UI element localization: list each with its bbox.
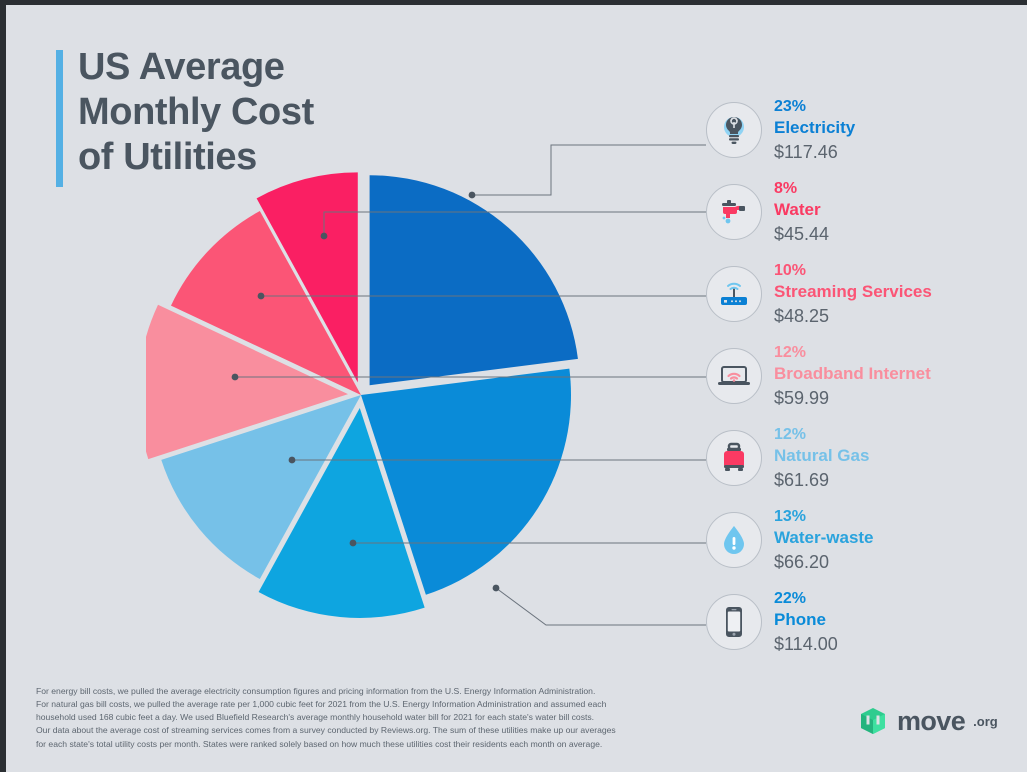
legend-label: Water	[774, 200, 821, 220]
legend-item-water[interactable]: 8% Water $45.44	[706, 180, 1021, 264]
infographic-poster: US Average Monthly Cost of Utilities	[6, 5, 1027, 772]
legend-text-natural-gas: 12% Natural Gas $61.69	[774, 424, 869, 492]
pie-chart	[146, 130, 636, 660]
legend-percent: 12%	[774, 426, 807, 443]
legend-icon-phone	[706, 594, 762, 650]
legend-icon-water	[706, 184, 762, 240]
legend-cost: $114.00	[774, 633, 838, 654]
legend-percent: 10%	[774, 262, 807, 279]
legend-icon-water-waste	[706, 512, 762, 568]
legend-percent: 22%	[774, 590, 807, 607]
legend-label: Streaming Services	[774, 282, 932, 302]
legend-cost: $59.99	[774, 387, 830, 408]
legend-cost: $48.25	[774, 305, 830, 326]
legend-cost: $45.44	[774, 223, 830, 244]
laptop-wifi-icon	[718, 366, 750, 385]
pie-slice-natural-gas[interactable]	[161, 395, 361, 580]
move-box-icon	[861, 708, 885, 734]
legend-icon-electricity	[706, 102, 762, 158]
legend-percent: 12%	[774, 344, 807, 361]
legend-item-streaming-services[interactable]: 10% Streaming Services $48.25	[706, 262, 1021, 346]
legend-label: Electricity	[774, 118, 856, 138]
legend-cost: $117.46	[774, 141, 838, 162]
legend-cost: $66.20	[774, 551, 830, 572]
water-drop-icon	[724, 526, 744, 554]
pie-slice-water-waste[interactable]	[258, 407, 425, 618]
methodology-footnote: For energy bill costs, we pulled the ave…	[36, 686, 616, 749]
gas-canister-icon	[724, 442, 744, 471]
legend-item-electricity[interactable]: 23% Electricity $117.46	[706, 98, 1021, 182]
smartphone-icon	[726, 607, 742, 637]
move-org-logo[interactable]: move .org	[857, 705, 998, 737]
lightbulb-icon	[724, 117, 744, 144]
pie-slice-electricity[interactable]	[369, 175, 578, 386]
legend-item-phone[interactable]: 22% Phone $114.00	[706, 590, 1021, 674]
legend-label: Water-waste	[774, 528, 874, 548]
faucet-icon	[722, 200, 745, 224]
legend-item-water-waste[interactable]: 13% Water-waste $66.20	[706, 508, 1021, 592]
logo-wordmark: move	[897, 705, 966, 736]
legend-percent: 23%	[774, 98, 807, 115]
legend-text-streaming: 10% Streaming Services $48.25	[774, 260, 932, 328]
legend-item-broadband-internet[interactable]: 12% Broadband Internet $59.99	[706, 344, 1021, 428]
legend-icon-broadband	[706, 348, 762, 404]
legend-icon-streaming	[706, 266, 762, 322]
pie-slice-streaming-services[interactable]	[170, 210, 361, 395]
legend-percent: 8%	[774, 180, 798, 197]
legend-text-water: 8% Water $45.44	[774, 178, 829, 246]
legend-label: Natural Gas	[774, 446, 870, 466]
legend-item-natural-gas[interactable]: 12% Natural Gas $61.69	[706, 426, 1021, 510]
legend-text-electricity: 23% Electricity $117.46	[774, 96, 855, 164]
logo-tld: .org	[973, 713, 998, 729]
legend-text-water-waste: 13% Water-waste $66.20	[774, 506, 874, 574]
legend-label: Broadband Internet	[774, 364, 931, 384]
legend-percent: 13%	[774, 508, 807, 525]
legend-label: Phone	[774, 610, 826, 630]
title-accent-bar	[56, 50, 63, 187]
legend-icon-natural-gas	[706, 430, 762, 486]
legend-text-broadband: 12% Broadband Internet $59.99	[774, 342, 931, 410]
legend-cost: $61.69	[774, 469, 830, 490]
legend-text-phone: 22% Phone $114.00	[774, 588, 838, 656]
pie-chart-svg	[146, 172, 578, 618]
legend: 23% Electricity $117.46 8%	[706, 98, 1021, 674]
pie-slice-phone[interactable]	[361, 368, 571, 595]
router-icon	[721, 282, 747, 305]
page-title: US Average Monthly Cost of Utilities	[78, 46, 314, 178]
pie-slice-broadband-internet[interactable]	[146, 304, 349, 460]
